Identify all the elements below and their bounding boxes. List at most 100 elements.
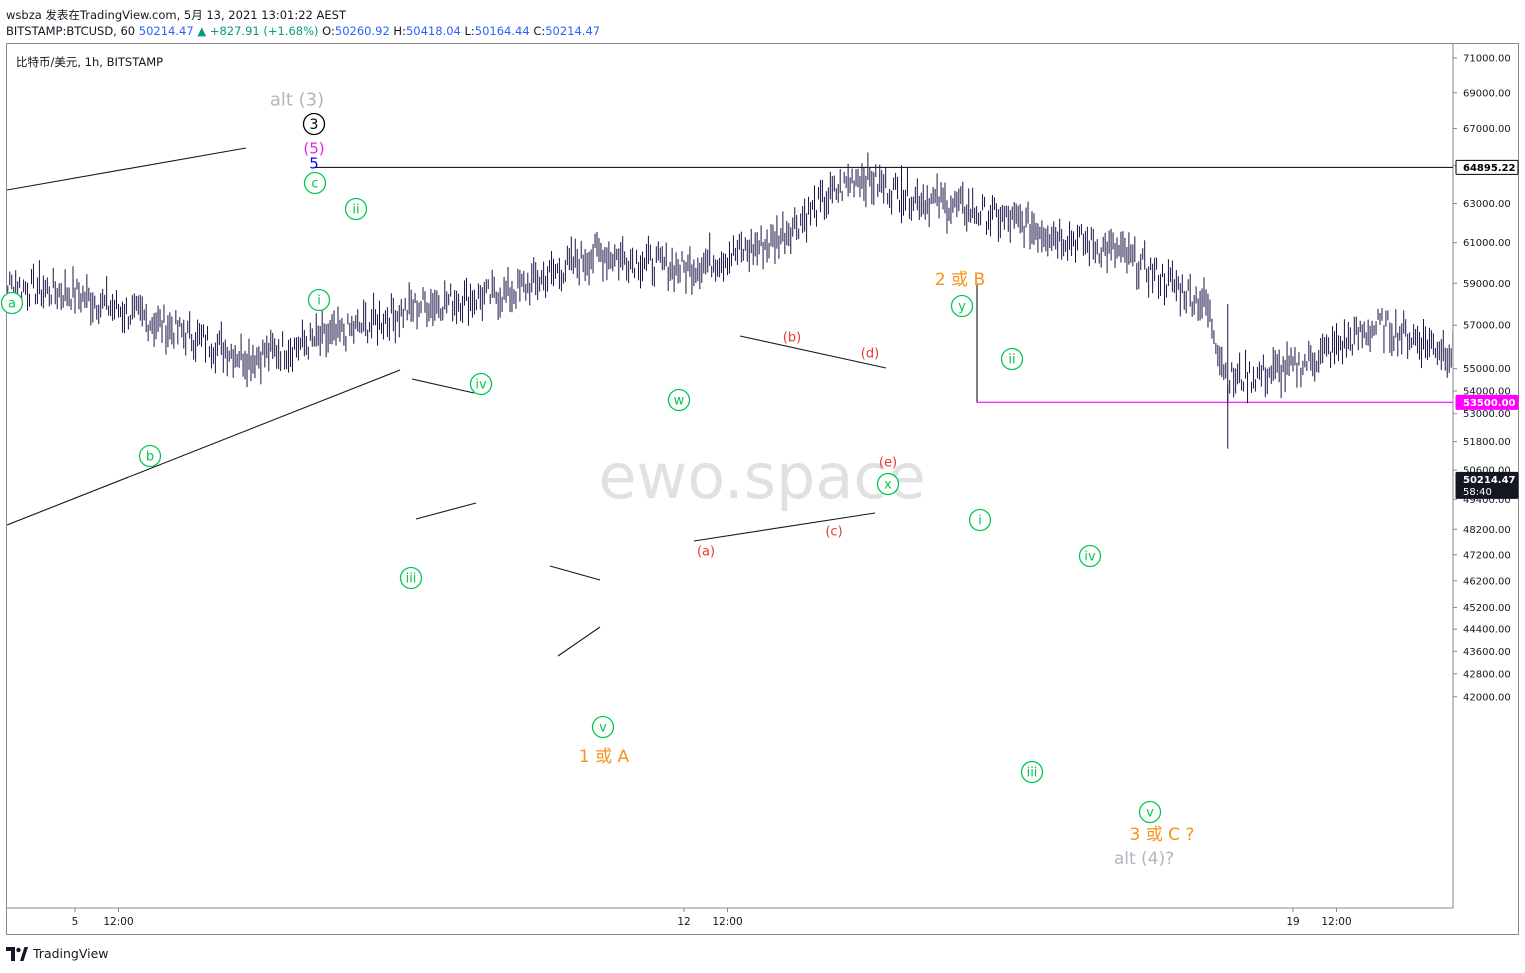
label-14: (a) xyxy=(697,545,715,560)
wave-7: i xyxy=(317,294,321,309)
label-18: (e) xyxy=(879,456,897,471)
y-tick-label: 51800.00 xyxy=(1463,437,1511,448)
price-tag-value: 53500.00 xyxy=(1463,398,1516,409)
y-tick-label: 69000.00 xyxy=(1463,88,1511,99)
wave-23-ring xyxy=(1000,347,1024,371)
wave-5-ring xyxy=(0,291,24,315)
wave-6: b xyxy=(146,450,154,465)
wave-22: i xyxy=(978,514,982,529)
symbol: BITSTAMP:BTCUSD, 60 xyxy=(6,24,136,38)
y-tick-label: 63000.00 xyxy=(1463,199,1511,210)
watermark: ewo.space xyxy=(598,440,925,513)
wave-6-ring xyxy=(138,444,162,468)
x-tick-label: 12:00 xyxy=(712,916,742,928)
close-value: 50214.47 xyxy=(545,24,601,38)
wave-21-ring xyxy=(950,294,974,318)
wave-19-ring xyxy=(876,472,900,496)
price-tag-box xyxy=(1455,159,1519,175)
wave-1-ring xyxy=(302,112,326,136)
wave-4-ring xyxy=(303,171,327,195)
trend-line xyxy=(693,512,876,542)
x-tick-label: 12 xyxy=(677,916,690,928)
x-tick-label: 19 xyxy=(1286,916,1299,928)
wave-22-ring xyxy=(968,508,992,532)
open-label: O: xyxy=(322,24,335,38)
wave-11-ring xyxy=(591,715,615,739)
y-tick-label: 42800.00 xyxy=(1463,669,1511,680)
publish-info: wsbza 发表在TradingView.com, 5月 13, 2021 13… xyxy=(6,8,346,22)
y-tick-label: 47200.00 xyxy=(1463,550,1511,561)
y-tick-label: 49400.00 xyxy=(1463,495,1511,506)
wave-24-ring xyxy=(1020,760,1044,784)
tradingview-logo[interactable]: TradingView xyxy=(6,946,109,961)
y-tick-label: 45200.00 xyxy=(1463,603,1511,614)
price-tag-value: 64895.22 xyxy=(1463,163,1516,174)
wave-25-ring xyxy=(1078,544,1102,568)
label-15: (b) xyxy=(783,331,801,346)
wave-8: ii xyxy=(352,203,359,218)
label-12: 1 或 A xyxy=(579,747,630,767)
trend-line xyxy=(415,502,477,520)
price-tag-countdown: 58:40 xyxy=(1463,487,1492,498)
trend-line xyxy=(411,378,475,394)
price-tag-value: 50214.47 xyxy=(1463,475,1516,486)
y-tick-label: 67000.00 xyxy=(1463,124,1511,135)
label-2: (5) xyxy=(303,139,324,157)
y-tick-label: 61000.00 xyxy=(1463,238,1511,249)
low-value: 50164.44 xyxy=(474,24,530,38)
wave-1: 3 xyxy=(310,117,319,133)
y-tick-label: 43600.00 xyxy=(1463,647,1511,658)
y-tick-label: 53000.00 xyxy=(1463,409,1511,420)
y-tick-label: 71000.00 xyxy=(1463,54,1511,65)
trend-line xyxy=(557,626,601,657)
label-17: (d) xyxy=(861,347,879,362)
y-tick-label: 42000.00 xyxy=(1463,692,1511,703)
tradingview-mark-icon xyxy=(6,946,28,961)
wave-7-ring xyxy=(307,288,331,312)
open-value: 50260.92 xyxy=(334,24,390,38)
trend-line xyxy=(549,565,601,581)
wave-11: v xyxy=(599,721,607,736)
tradingview-brand: TradingView xyxy=(33,946,109,961)
y-tick-label: 48200.00 xyxy=(1463,525,1511,536)
y-tick-label: 46200.00 xyxy=(1463,576,1511,587)
ohlc-line: BITSTAMP:BTCUSD, 60 50214.47 ▲ +827.91 (… xyxy=(6,24,600,38)
wave-26-ring xyxy=(1138,800,1162,824)
wave-13-ring xyxy=(667,388,691,412)
last-price: 50214.47 xyxy=(138,24,194,38)
wave-5: a xyxy=(8,297,16,312)
label-16: (c) xyxy=(825,525,842,540)
y-tick-label: 59000.00 xyxy=(1463,279,1511,290)
y-tick-label: 44400.00 xyxy=(1463,625,1511,636)
price-bars xyxy=(7,152,1453,449)
wave-26: v xyxy=(1146,806,1154,821)
trend-line xyxy=(7,369,401,526)
trend-line xyxy=(739,335,887,369)
high-value: 50418.04 xyxy=(405,24,461,38)
label-20: 2 或 B xyxy=(935,270,985,290)
wave-19: x xyxy=(884,478,892,493)
wave-25: iv xyxy=(1084,550,1096,565)
wave-4: c xyxy=(311,177,318,192)
price-change: +827.91 (+1.68%) xyxy=(209,24,319,38)
chart-legend: 比特币/美元, 1h, BITSTAMP xyxy=(16,55,163,69)
y-tick-label: 55000.00 xyxy=(1463,364,1511,375)
low-label: L: xyxy=(464,24,475,38)
label-28: alt (4)? xyxy=(1114,849,1174,869)
label-0: alt (3) xyxy=(270,89,324,110)
wave-13: w xyxy=(674,394,685,409)
wave-9-ring xyxy=(399,566,423,590)
close-label: C: xyxy=(533,24,546,38)
label-3: 5 xyxy=(309,154,319,172)
trendlines xyxy=(7,147,887,657)
wave-24: iii xyxy=(1027,766,1038,781)
wave-10: iv xyxy=(475,378,487,393)
wave-23: ii xyxy=(1008,353,1015,368)
up-arrow-icon: ▲ xyxy=(197,24,207,38)
y-tick-label: 57000.00 xyxy=(1463,321,1511,332)
wave-8-ring xyxy=(344,197,368,221)
wave-10-ring xyxy=(469,372,493,396)
x-tick-label: 12:00 xyxy=(103,916,133,928)
price-tag-box xyxy=(1455,394,1519,410)
